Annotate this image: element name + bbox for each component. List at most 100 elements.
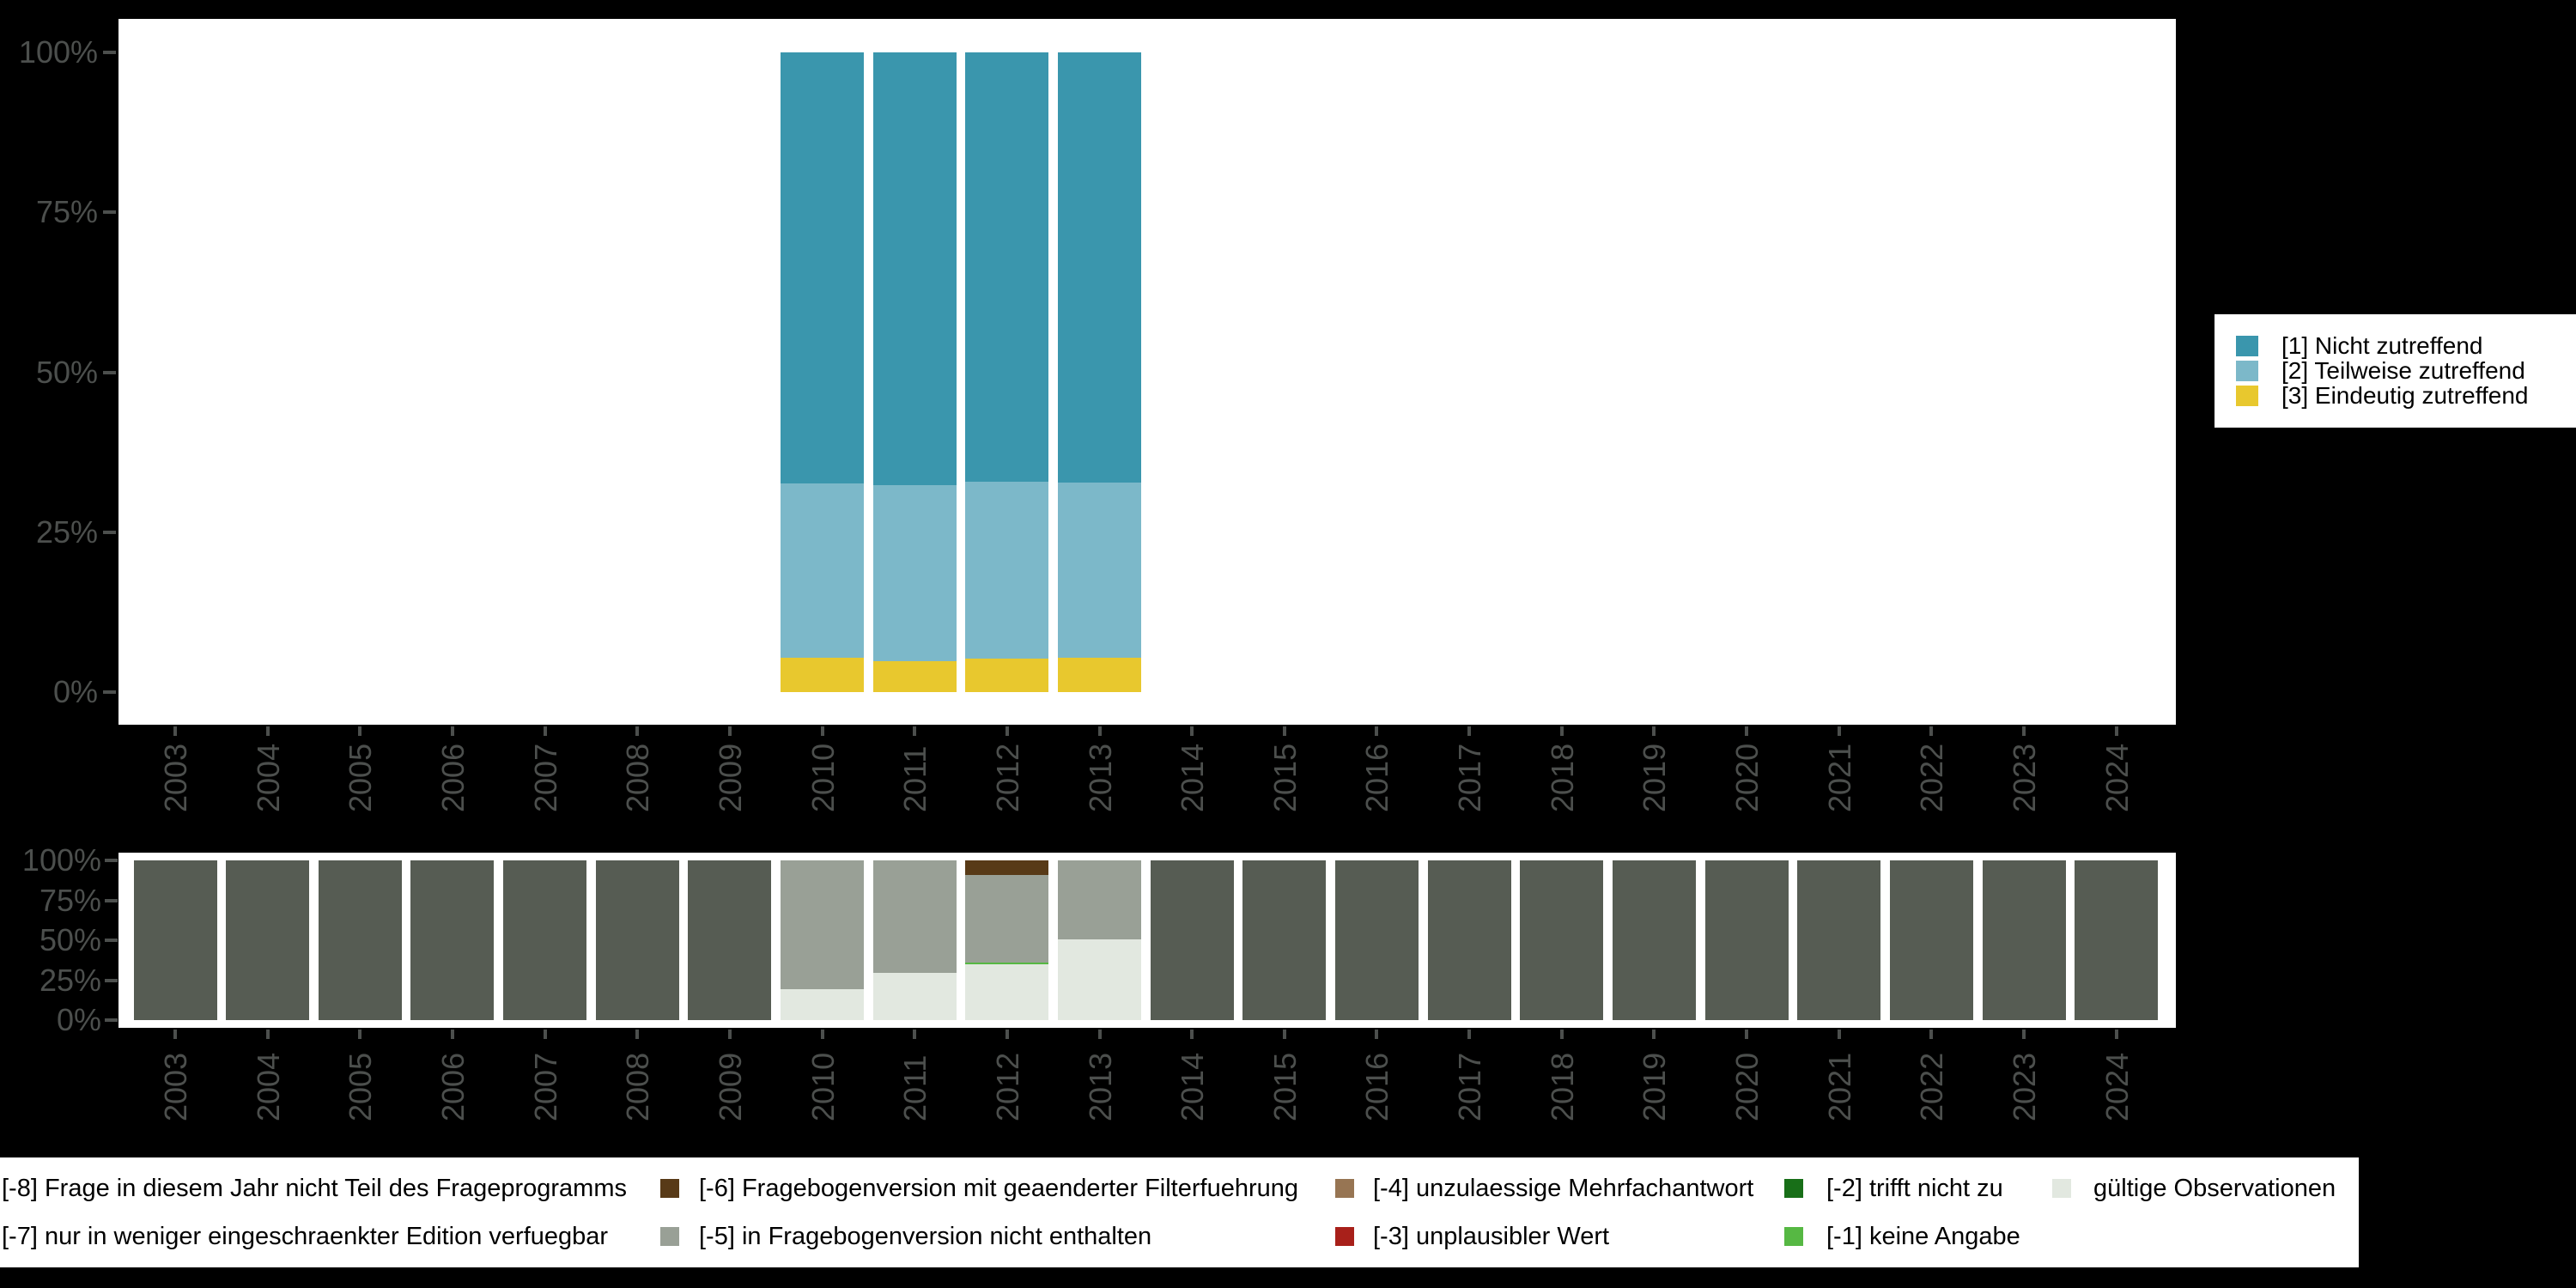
x-axis-label: 2010 [805,743,841,812]
x-axis-tick [727,1030,732,1039]
x-axis-label: 2004 [250,1052,286,1121]
x-axis-tick [635,726,640,736]
y-axis-tick [103,370,116,374]
x-axis-label: 2007 [527,743,563,812]
bar-segment--5 [965,875,1049,963]
x-axis-tick [1097,1030,1102,1039]
x-axis-tick [1837,726,1841,736]
bar-segment--8 [688,860,772,1020]
x-axis-label: 2023 [2007,1052,2042,1121]
bar-segment--8 [226,860,310,1020]
x-axis-tick [1282,1030,1286,1039]
y-axis-label: 100% [21,842,101,878]
y-axis-label: 100% [18,34,98,70]
y-axis-label: 0% [52,674,98,709]
bar-segment-1 [1058,52,1141,483]
x-axis-tick [1929,1030,1934,1039]
bar-segment--8 [318,860,402,1020]
legend-swatch-valid [2052,1179,2071,1198]
bar-segment--8 [1797,860,1881,1020]
bar-segment-1 [781,52,865,484]
legend-label-valid: gültige Observationen [2093,1175,2336,1202]
x-axis-tick [1190,1030,1194,1039]
bar-segment--8 [2075,860,2159,1020]
x-axis-label: 2022 [1914,743,1950,812]
bar-segment-valid [872,973,957,1020]
bar-segment--8 [1334,860,1419,1020]
bar-segment--8 [1889,860,1973,1020]
y-axis-tick [105,939,118,942]
x-axis-label: 2005 [343,1052,379,1121]
bar-segment--5 [872,860,957,974]
legend-label--4: [-4] unzulaessige Mehrfachantwort [1373,1175,1754,1202]
legend-label-1: [1] Nicht zutreffend [2281,332,2483,359]
x-axis-tick [1375,726,1379,736]
x-axis-tick [635,1030,640,1039]
bar-segment-3 [781,657,865,692]
bar-segment-3 [1058,657,1141,692]
y-axis-tick [103,210,116,215]
x-axis-label: 2009 [712,1052,748,1121]
missing-codes-legend: [-8] Frage in diesem Jahr nicht Teil des… [0,1157,2359,1267]
x-axis-tick [727,726,732,736]
x-axis-label: 2014 [1175,1052,1211,1121]
y-axis-tick [103,690,116,694]
x-axis-label: 2015 [1267,1052,1303,1121]
x-axis-label: 2012 [989,743,1025,812]
y-axis-label: 75% [39,882,101,918]
x-axis-tick [450,1030,454,1039]
x-axis-label: 2011 [897,745,933,812]
y-axis-label: 0% [56,1002,101,1037]
legend-swatch--6 [660,1179,679,1198]
bar-segment--8 [1704,860,1789,1020]
x-axis-tick [820,726,824,736]
y-axis-tick [103,51,116,54]
bar-segment--5 [781,860,865,989]
legend-swatch--5 [660,1227,679,1246]
x-axis-label: 2013 [1082,1052,1118,1121]
x-axis-label: 2020 [1729,743,1765,812]
bar-segment-valid [1058,939,1141,1020]
x-axis-tick [1467,1030,1472,1039]
x-axis-tick [358,1030,362,1039]
legend-swatch--3 [1335,1227,1354,1246]
x-axis-label: 2021 [1821,743,1857,812]
x-axis-label: 2016 [1359,1052,1395,1121]
x-axis-label: 2014 [1175,743,1211,812]
x-axis-tick [913,1030,917,1039]
x-axis-label: 2018 [1544,743,1580,812]
x-axis-tick [1190,726,1194,736]
y-axis-label: 25% [39,962,101,998]
x-axis-label: 2015 [1267,743,1303,812]
legend-swatch-3 [2236,385,2258,406]
y-axis-tick [103,530,116,534]
legend-label--6: [-6] Fragebogenversion mit geaenderter F… [699,1175,1298,1202]
bar-segment--5 [1058,860,1141,940]
legend-swatch--4 [1335,1179,1354,1198]
x-axis-label: 2024 [2099,743,2135,812]
bar-segment-valid [965,963,1049,1020]
x-axis-tick [173,1030,177,1039]
legend-label--1: [-1] keine Angabe [1826,1223,2020,1250]
bar-segment--8 [1150,860,1234,1020]
legend-label--8: [-8] Frage in diesem Jahr nicht Teil des… [2,1175,627,1202]
x-axis-label: 2019 [1637,743,1673,812]
x-axis-label: 2022 [1914,1052,1950,1121]
x-axis-label: 2007 [527,1052,563,1121]
x-axis-label: 2019 [1637,1052,1673,1121]
x-axis-label: 2017 [1452,1052,1488,1121]
bar-segment--8 [1520,860,1604,1020]
legend-swatch--1 [1784,1227,1803,1246]
x-axis-tick [1652,1030,1656,1039]
legend-label-2: [2] Teilweise zutreffend [2281,357,2525,384]
y-axis-tick [105,898,118,902]
x-axis-tick [543,1030,547,1039]
x-axis-tick [1375,1030,1379,1039]
x-axis-tick [2022,726,2026,736]
x-axis-tick [358,726,362,736]
x-axis-label: 2003 [158,1052,193,1121]
y-axis-label: 25% [35,513,98,550]
x-axis-tick [1559,1030,1564,1039]
y-axis-tick [105,859,118,862]
